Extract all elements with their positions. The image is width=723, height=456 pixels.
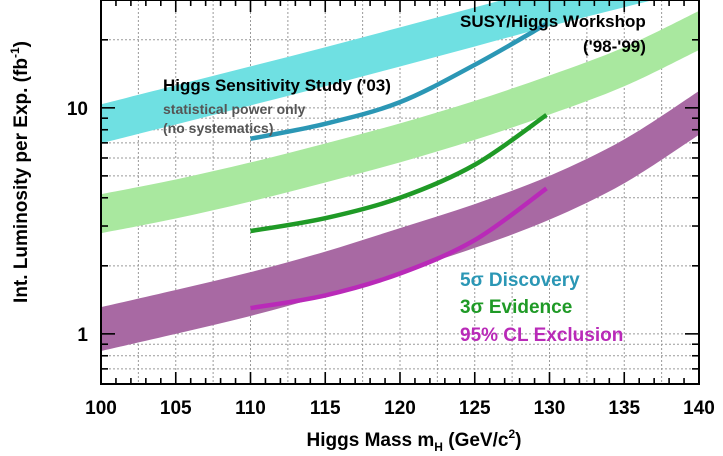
study-title: Higgs Sensitivity Study ('03) bbox=[163, 76, 391, 95]
sensitivity-line-3 bbox=[250, 22, 548, 141]
y-tick-label: 10 bbox=[67, 99, 88, 120]
legend-evidence-sigma: σ bbox=[471, 297, 484, 318]
y-axis-title: Int. Luminosity per Exp. (fb-1) bbox=[8, 41, 32, 303]
x-tick-label: 105 bbox=[160, 398, 192, 419]
x-tick-label: 125 bbox=[459, 398, 491, 419]
study-note-line1: statistical power only bbox=[163, 101, 306, 117]
study-note-line2: (no systematics) bbox=[163, 120, 273, 136]
x-tick-label: 130 bbox=[534, 398, 566, 419]
y-tick-label: 1 bbox=[77, 325, 88, 346]
y-axis-title-main: Int. Luminosity per Exp. (fb bbox=[11, 58, 32, 303]
legend-discovery-text: Discovery bbox=[484, 270, 581, 291]
y-axis-title-sup: -1 bbox=[8, 47, 22, 58]
x-axis-title: Higgs Mass mH (GeV/c2) bbox=[307, 427, 522, 454]
x-tick-label: 135 bbox=[608, 398, 640, 419]
sensitivity-line-4 bbox=[250, 113, 548, 234]
x-tick-label: 120 bbox=[384, 398, 416, 419]
x-axis-title-end: ) bbox=[515, 430, 521, 451]
bands-layer bbox=[101, 0, 699, 351]
legend-item-discovery: 5σ Discovery bbox=[460, 270, 580, 291]
legend-discovery-prefix: 5 bbox=[460, 270, 471, 291]
x-axis-title-main: Higgs Mass m bbox=[307, 430, 435, 451]
sensitivity-line-5 bbox=[250, 186, 548, 311]
susy-workshop-years: ('98-'99) bbox=[583, 37, 646, 56]
legend-evidence-text: Evidence bbox=[484, 297, 573, 318]
legend-evidence-prefix: 3 bbox=[460, 297, 471, 318]
x-axis-title-sup: 2 bbox=[508, 427, 515, 441]
band-1 bbox=[101, 10, 699, 234]
legend: 5σ Discovery 3σ Evidence 95% CL Exclusio… bbox=[460, 270, 623, 346]
axis-ticks bbox=[100, 0, 700, 385]
legend-exclusion-prefix: 95% CL bbox=[460, 325, 529, 346]
x-tick-label: 100 bbox=[85, 398, 117, 419]
legend-item-evidence: 3σ Evidence bbox=[460, 297, 572, 318]
band-2 bbox=[101, 90, 699, 351]
y-axis-title-end: ) bbox=[11, 41, 32, 47]
legend-discovery-sigma: σ bbox=[471, 270, 484, 291]
x-tick-label: 110 bbox=[235, 398, 266, 419]
lines-layer bbox=[250, 22, 548, 311]
x-axis-title-unit: (GeV/c bbox=[443, 430, 509, 451]
legend-exclusion-text: Exclusion bbox=[528, 325, 623, 346]
x-tick-label: 115 bbox=[310, 398, 341, 419]
x-axis-title-sub: H bbox=[434, 440, 443, 454]
legend-item-exclusion: 95% CL Exclusion bbox=[460, 325, 623, 346]
susy-workshop-label: SUSY/Higgs Workshop bbox=[460, 12, 646, 31]
x-tick-label: 140 bbox=[683, 398, 715, 419]
band-0 bbox=[101, 0, 654, 144]
